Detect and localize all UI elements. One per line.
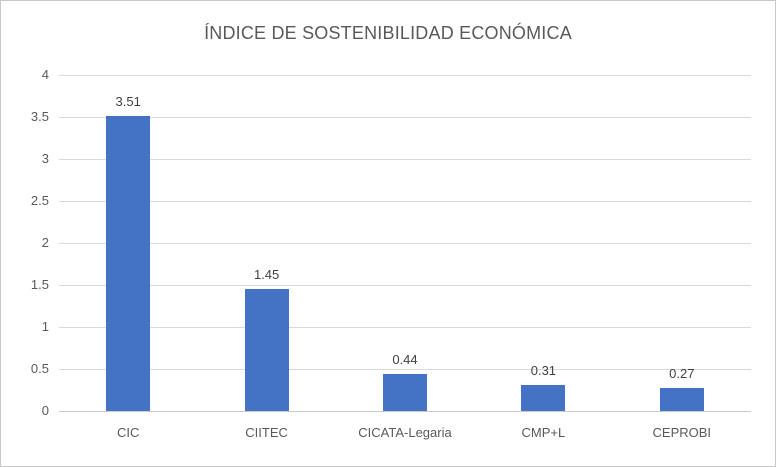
gridline — [59, 285, 751, 286]
x-category-label: CMP+L — [521, 425, 566, 440]
bar — [383, 374, 427, 411]
gridline — [59, 327, 751, 328]
x-axis-line — [59, 411, 751, 412]
y-tick-label: 3.5 — [30, 109, 49, 124]
bar-value-label: 3.51 — [115, 94, 141, 110]
plot-area: 3.51 1.45 0.44 0.31 0.27 — [59, 75, 751, 412]
y-tick-label: 3 — [41, 151, 49, 166]
bar — [521, 384, 566, 411]
y-tick-label: 1.5 — [30, 277, 49, 292]
gridline — [59, 369, 751, 370]
x-category-label: CIITEC — [245, 425, 288, 440]
bar-value-label: 0.44 — [392, 352, 418, 368]
y-tick-label: 0 — [41, 403, 49, 418]
gridline — [59, 117, 751, 118]
y-tick-label: 2.5 — [30, 193, 49, 208]
bar-value-label: 1.45 — [253, 267, 280, 283]
x-category-label: CEPROBI — [652, 425, 712, 440]
y-tick-label: 2 — [41, 235, 49, 250]
bar — [659, 388, 704, 411]
bar-value-label: 0.31 — [530, 362, 557, 378]
gridline — [59, 243, 751, 244]
y-tick-label: 4 — [41, 67, 49, 82]
gridline — [59, 75, 751, 76]
bar-value-label: 0.27 — [669, 366, 695, 382]
gridline — [59, 159, 751, 160]
x-category-label: CICATA-Legaria — [358, 425, 452, 440]
x-category-label: CIC — [117, 425, 140, 440]
y-tick-label: 1 — [41, 319, 49, 334]
gridline — [59, 201, 751, 202]
chart-title: ÍNDICE DE SOSTENIBILIDAD ECONÓMICA — [204, 23, 572, 43]
bar — [244, 289, 289, 411]
bar — [106, 116, 151, 411]
y-tick-label: 0.5 — [30, 361, 49, 376]
